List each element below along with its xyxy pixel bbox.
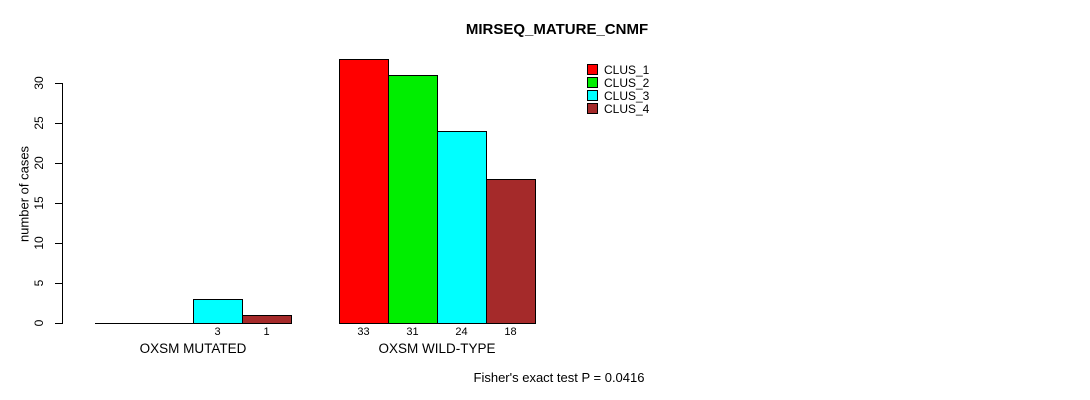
legend-row-clus_2: CLUS_2 xyxy=(587,75,650,90)
chart-title: MIRSEQ_MATURE_CNMF xyxy=(465,21,649,38)
legend-swatch-clus_1 xyxy=(587,64,598,75)
legend-label: CLUS_3 xyxy=(604,88,650,103)
legend-label: CLUS_4 xyxy=(604,101,650,116)
y-tick-label: 0 xyxy=(32,319,46,327)
y-tick-mark xyxy=(55,323,62,324)
y-axis-title: number of cases xyxy=(16,145,32,243)
y-tick-mark xyxy=(55,123,62,124)
legend-row-clus_4: CLUS_4 xyxy=(587,101,650,116)
bar-clus_2-oxsm-wild-type xyxy=(388,75,438,324)
y-tick-mark xyxy=(55,203,62,204)
y-tick-label: 30 xyxy=(32,76,46,90)
bar-value-label: 24 xyxy=(455,326,468,338)
bar-clus_2-oxsm-mutated xyxy=(144,323,194,324)
legend: CLUS_1 CLUS_2 CLUS_3 CLUS_4 xyxy=(587,62,650,116)
y-tick-label: 15 xyxy=(32,196,46,210)
bar-clus_4-oxsm-wild-type xyxy=(486,179,536,324)
y-tick-label: 25 xyxy=(32,116,46,130)
y-tick-label: 5 xyxy=(32,279,46,287)
legend-row-clus_1: CLUS_1 xyxy=(587,62,650,77)
y-tick-label: 10 xyxy=(32,236,46,250)
bar-clus_4-oxsm-mutated xyxy=(242,315,292,324)
legend-label: CLUS_1 xyxy=(604,62,650,77)
bar-value-label: 1 xyxy=(263,326,270,338)
bar-clus_1-oxsm-mutated xyxy=(95,323,145,324)
bar-clus_3-oxsm-mutated xyxy=(193,299,243,324)
y-tick-mark xyxy=(55,83,62,84)
legend-label: CLUS_2 xyxy=(604,75,650,90)
legend-swatch-clus_2 xyxy=(587,77,598,88)
legend-swatch-clus_4 xyxy=(587,103,598,114)
bar-clus_1-oxsm-wild-type xyxy=(339,59,389,324)
bar-value-label: 18 xyxy=(504,326,517,338)
y-tick-label: 20 xyxy=(32,156,46,170)
footnote-pvalue: Fisher's exact test P = 0.0416 xyxy=(473,370,645,385)
x-category-label: OXSM MUTATED xyxy=(139,341,247,356)
bar-value-label: 3 xyxy=(214,326,221,338)
bar-value-label: 33 xyxy=(357,326,370,338)
bar-clus_3-oxsm-wild-type xyxy=(437,131,487,324)
legend-swatch-clus_3 xyxy=(587,90,598,101)
y-tick-mark xyxy=(55,163,62,164)
legend-row-clus_3: CLUS_3 xyxy=(587,88,650,103)
y-axis-line xyxy=(62,83,63,324)
x-category-label: OXSM WILD-TYPE xyxy=(378,341,496,356)
y-tick-mark xyxy=(55,243,62,244)
bar-value-label: 31 xyxy=(406,326,419,338)
y-tick-mark xyxy=(55,283,62,284)
